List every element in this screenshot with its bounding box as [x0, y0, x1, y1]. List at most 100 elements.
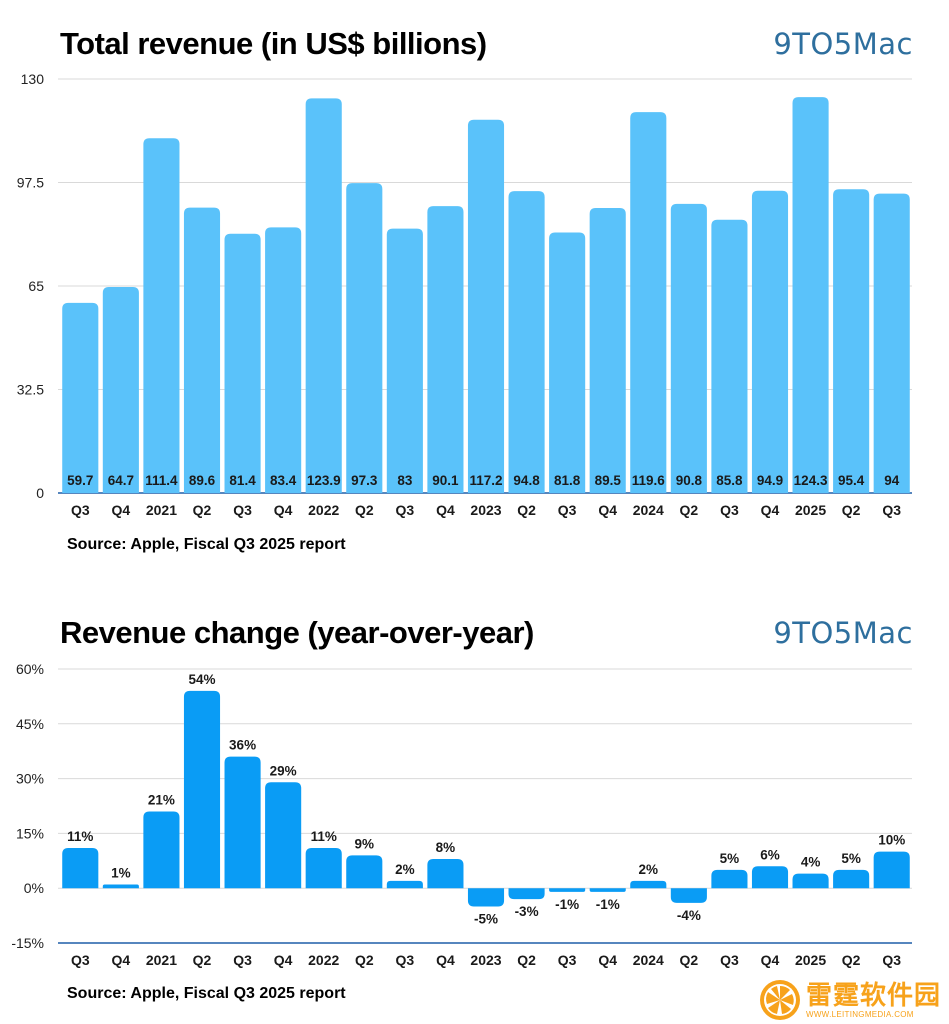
- x-tick-label: Q2: [193, 952, 212, 968]
- bar: [183, 207, 221, 494]
- x-tick-label: Q3: [233, 952, 252, 968]
- data-label: 6%: [760, 847, 780, 862]
- x-tick-label: Q3: [396, 952, 415, 968]
- data-label: 10%: [878, 833, 905, 848]
- x-tick-label: 2025: [795, 952, 826, 968]
- bar: [711, 869, 748, 889]
- revenue-chart: 130 97.5 65 32.5 0 59.7 Q3 64.7 Q4 111.4 2021 89.6 Q…: [17, 71, 912, 518]
- x-tick-label: Q4: [761, 502, 780, 518]
- data-label: 94.8: [513, 473, 540, 488]
- bar: [143, 138, 180, 494]
- data-label: 11%: [311, 829, 337, 844]
- brand-logo-bottom: 9TO5Mac: [773, 616, 913, 650]
- bar: [751, 190, 789, 493]
- data-label: -1%: [555, 897, 579, 912]
- x-tick-label: 2024: [633, 502, 664, 518]
- watermark: 雷霆软件园 WWW.LEITINGMEDIA.COM: [758, 978, 941, 1022]
- y-tick-label: 97.5: [17, 175, 44, 191]
- x-tick-label: Q2: [842, 502, 861, 518]
- y-tick-label: 130: [21, 71, 45, 87]
- x-tick-label: Q3: [558, 502, 577, 518]
- data-label: 11%: [67, 829, 93, 844]
- bar: [224, 756, 261, 889]
- bar: [630, 880, 667, 889]
- bar: [711, 219, 748, 493]
- x-tick-label: 2024: [633, 952, 664, 968]
- data-label: 97.3: [351, 473, 378, 488]
- data-label: 89.6: [189, 473, 216, 488]
- x-tick-label: Q3: [882, 952, 901, 968]
- bar: [386, 880, 423, 889]
- data-label: 81.4: [229, 473, 256, 488]
- y-tick-label: 0: [36, 485, 44, 501]
- x-tick-label: Q4: [274, 952, 293, 968]
- x-tick-label: Q2: [842, 952, 861, 968]
- bar: [102, 884, 139, 889]
- data-label: 36%: [229, 738, 256, 753]
- data-label: 95.4: [838, 473, 865, 488]
- bar: [265, 782, 302, 889]
- x-tick-label: Q4: [598, 952, 617, 968]
- bar: [508, 888, 545, 900]
- bar: [670, 203, 707, 494]
- data-label: 21%: [148, 792, 175, 807]
- y-tick-label: 65: [28, 278, 44, 294]
- bar: [549, 888, 586, 892]
- y-tick-label: 0%: [24, 880, 44, 896]
- x-tick-label: Q3: [720, 952, 739, 968]
- y-tick-label: 45%: [16, 716, 44, 732]
- data-label: 5%: [841, 851, 861, 866]
- x-tick-label: Q2: [680, 952, 699, 968]
- data-label: 85.8: [716, 473, 743, 488]
- y-tick-label: 15%: [16, 825, 44, 841]
- y-tick-label: 30%: [16, 771, 44, 787]
- x-tick-label: Q2: [517, 502, 536, 518]
- bar: [183, 690, 221, 889]
- data-label: 1%: [111, 866, 131, 881]
- bar: [467, 119, 505, 494]
- x-tick-label: Q2: [517, 952, 536, 968]
- data-label: 2%: [639, 862, 659, 877]
- bar: [549, 232, 586, 493]
- bar: [346, 855, 383, 889]
- x-tick-label: Q3: [882, 502, 901, 518]
- data-label: 89.5: [595, 473, 622, 488]
- bar: [792, 873, 829, 889]
- x-tick-label: 2021: [146, 502, 177, 518]
- bar: [427, 858, 464, 889]
- brand-logo-top: 9TO5Mac: [773, 27, 913, 61]
- x-tick-label: Q3: [71, 502, 90, 518]
- x-tick-label: Q4: [761, 952, 780, 968]
- x-tick-label: Q2: [355, 952, 374, 968]
- x-tick-label: Q3: [558, 952, 577, 968]
- y-tick-label: 60%: [16, 661, 44, 677]
- bar: [467, 888, 505, 907]
- x-tick-label: 2025: [795, 502, 826, 518]
- x-tick-label: 2023: [470, 952, 501, 968]
- bar: [508, 191, 545, 494]
- chart1-source: Source: Apple, Fiscal Q3 2025 report: [67, 536, 346, 553]
- x-tick-label: Q4: [274, 502, 293, 518]
- bar: [833, 869, 870, 889]
- data-label: 90.8: [676, 473, 703, 488]
- bar: [792, 97, 829, 493]
- data-label: 64.7: [108, 473, 134, 488]
- x-tick-label: 2021: [146, 952, 177, 968]
- data-label: 5%: [720, 851, 740, 866]
- bar: [873, 851, 910, 889]
- y-tick-label: 32.5: [17, 382, 44, 398]
- watermark-url: WWW.LEITINGMEDIA.COM: [805, 1009, 914, 1019]
- x-tick-label: Q4: [112, 952, 131, 968]
- bar: [62, 302, 99, 493]
- data-label: 94.9: [757, 473, 783, 488]
- data-label: -3%: [515, 904, 539, 919]
- bar: [833, 189, 870, 494]
- bar: [589, 207, 626, 493]
- x-tick-label: 2023: [470, 502, 501, 518]
- data-label: 94: [884, 473, 900, 488]
- bar: [143, 811, 180, 889]
- x-tick-label: Q3: [720, 502, 739, 518]
- data-label: 123.9: [307, 473, 341, 488]
- x-tick-label: Q4: [598, 502, 617, 518]
